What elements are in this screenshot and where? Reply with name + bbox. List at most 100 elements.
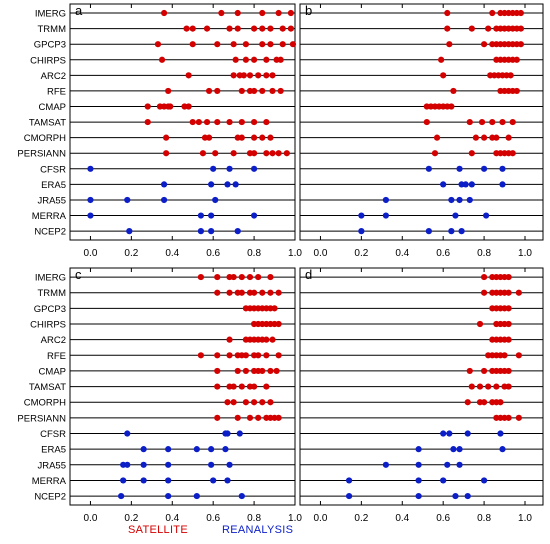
satellite-point — [513, 87, 520, 95]
satellite-point — [485, 383, 492, 390]
satellite-point — [505, 305, 512, 312]
category-label: RFE — [47, 86, 66, 97]
reanalysis-point — [236, 430, 243, 437]
satellite-point — [489, 9, 496, 17]
satellite-point — [242, 367, 250, 375]
satellite-point — [493, 134, 500, 141]
satellite-point — [246, 414, 254, 421]
satellite-point — [263, 56, 270, 63]
satellite-point — [163, 134, 170, 141]
satellite-point — [275, 9, 282, 17]
category-label: CFSR — [40, 429, 66, 440]
reanalysis-point — [87, 165, 94, 172]
reanalysis-point — [165, 461, 172, 468]
reanalysis-point — [382, 212, 390, 219]
satellite-point — [263, 352, 270, 359]
satellite-point — [234, 367, 241, 375]
reanalysis-point — [450, 446, 457, 453]
category-label: PERSIANN — [17, 413, 66, 424]
satellite-point — [468, 25, 475, 32]
satellite-point — [277, 56, 284, 63]
satellite-point — [238, 383, 245, 390]
satellite-point — [448, 103, 455, 110]
reanalysis-point — [224, 430, 231, 437]
x-tick-label: 0.2 — [124, 248, 138, 259]
reanalysis-point — [210, 165, 217, 172]
satellite-point — [246, 72, 254, 79]
satellite-point — [269, 87, 276, 95]
satellite-point — [160, 9, 168, 17]
satellite-point — [163, 150, 170, 157]
reanalysis-point — [382, 461, 390, 468]
satellite-point — [275, 320, 282, 328]
satellite-point — [480, 399, 488, 406]
satellite-point — [167, 103, 174, 110]
reanalysis-point — [466, 196, 473, 204]
category-label: MERRA — [32, 476, 67, 487]
reanalysis-point — [440, 430, 447, 437]
satellite-point — [203, 118, 211, 126]
satellite-point — [185, 72, 192, 79]
satellite-point — [271, 305, 278, 312]
satellite-point — [259, 41, 266, 48]
panel-b: b 0.0 0.2 0.4 0.6 0.8 1.0 — [299, 3, 544, 259]
satellite-point — [214, 289, 221, 296]
satellite-point — [505, 367, 512, 375]
reanalysis-point — [415, 477, 422, 484]
x-tick-label: 0.2 — [354, 248, 368, 259]
category-label: ERA5 — [41, 180, 66, 191]
satellite-point — [472, 134, 480, 141]
reanalysis-point — [232, 181, 239, 188]
satellite-point — [255, 72, 262, 79]
reanalysis-point — [464, 430, 471, 437]
satellite-point — [259, 25, 266, 32]
x-tick-label: 0.4 — [165, 513, 179, 524]
x-tick-label: 0.4 — [165, 248, 179, 259]
panel-a: IMERG TRMM GPCP3 CHIRPS ARC2 RFE CMAP TAMSAT CMO… — [17, 3, 302, 259]
satellite-point — [234, 414, 241, 421]
satellite-point — [468, 383, 475, 390]
reanalysis-point — [456, 446, 463, 453]
category-label: IMERG — [35, 273, 66, 284]
x-tick-label: 0.6 — [436, 248, 450, 259]
panel-letter: c — [75, 267, 82, 282]
satellite-point — [480, 41, 488, 48]
satellite-point — [273, 367, 280, 375]
reanalysis-point — [160, 196, 168, 204]
satellite-point — [466, 367, 473, 375]
satellite-point — [464, 399, 471, 406]
satellite-point — [189, 41, 196, 48]
satellite-point — [505, 134, 512, 141]
x-tick-label: 0.8 — [477, 513, 491, 524]
reanalysis-point — [165, 446, 172, 453]
satellite-point — [517, 9, 525, 17]
satellite-point — [214, 273, 221, 281]
reanalysis-point — [124, 196, 131, 204]
satellite-point — [485, 25, 492, 32]
satellite-point — [240, 72, 247, 79]
panel-c: IMERG TRMM GPCP3 CHIRPS ARC2 RFE CMAP TAMSAT CMO… — [17, 267, 302, 524]
reanalysis-point — [208, 181, 215, 188]
satellite-point — [507, 72, 514, 79]
reanalysis-point — [415, 446, 422, 453]
satellite-point — [242, 399, 250, 406]
reanalysis-point — [222, 446, 229, 453]
satellite-point — [224, 399, 231, 406]
satellite-point — [267, 289, 274, 296]
satellite-point — [197, 352, 205, 359]
x-tick-label: 0.2 — [124, 513, 138, 524]
reanalysis-point — [456, 196, 463, 204]
satellite-point — [255, 352, 262, 359]
reanalysis-point — [118, 492, 125, 500]
category-label: NCEP2 — [34, 492, 66, 503]
category-label: NCEP2 — [34, 227, 66, 238]
satellite-point — [275, 414, 282, 421]
x-tick-label: 0.0 — [314, 513, 328, 524]
satellite-point — [287, 9, 295, 17]
panel-letter: b — [305, 3, 312, 18]
x-tick-label: 0.8 — [477, 248, 491, 259]
satellite-point — [517, 41, 525, 48]
satellite-point — [144, 118, 151, 126]
satellite-point — [267, 399, 274, 406]
satellite-point — [263, 72, 270, 79]
